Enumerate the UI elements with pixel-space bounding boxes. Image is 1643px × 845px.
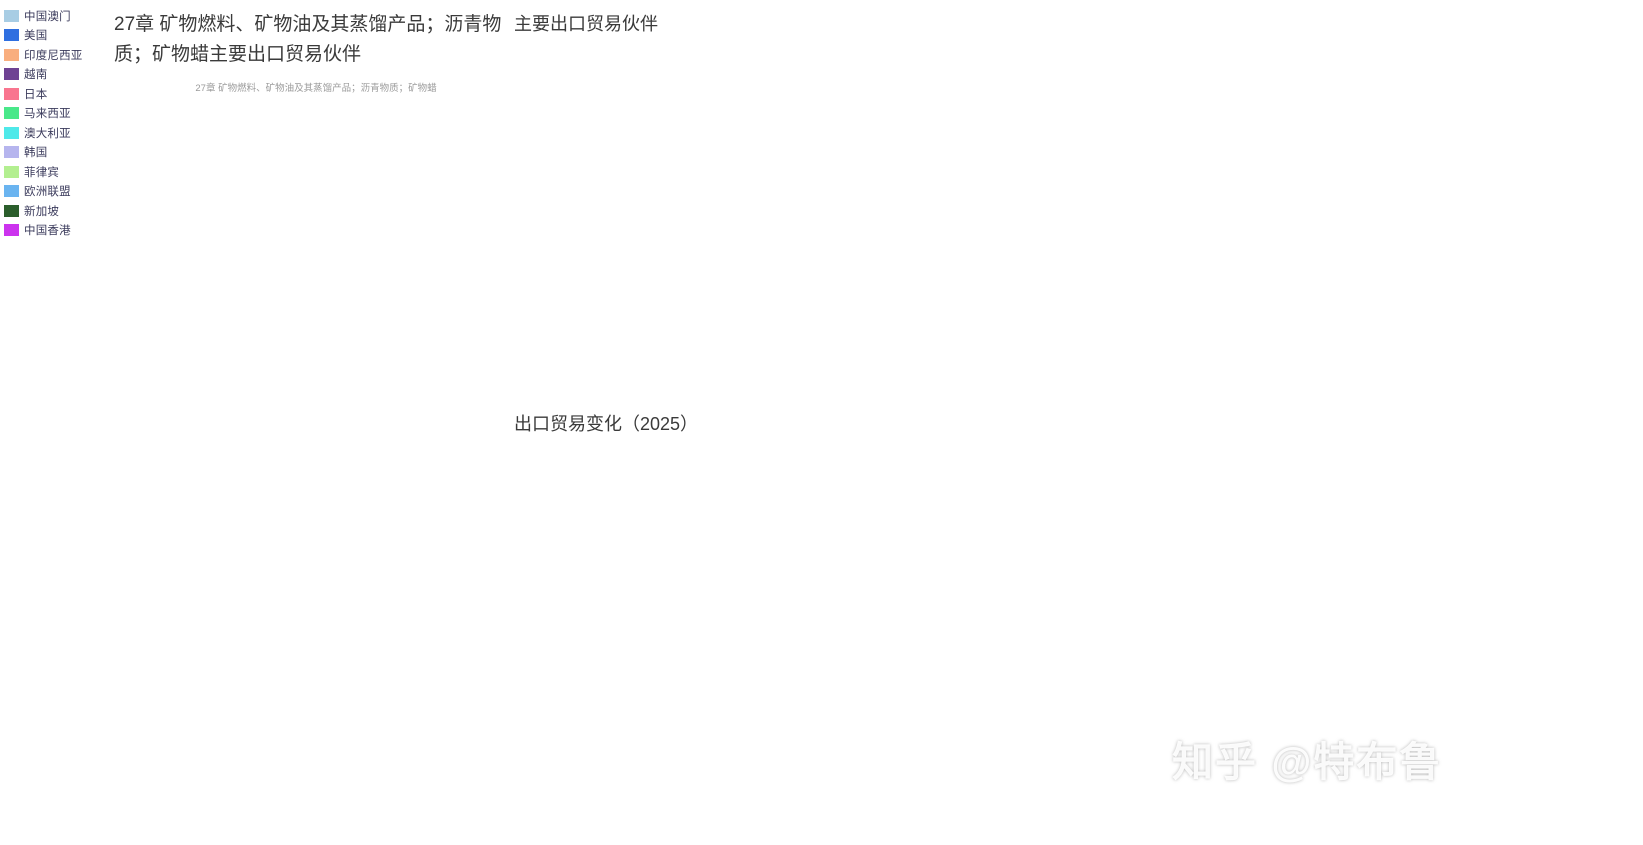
legend-item-2[interactable]: 印度尼西亚 bbox=[4, 45, 100, 65]
legend-swatch bbox=[4, 107, 19, 120]
legend-swatch bbox=[4, 87, 19, 100]
bottom-small-multiples bbox=[514, 444, 1639, 842]
legend-swatch bbox=[4, 146, 19, 159]
legend-item-label: 中国澳门 bbox=[24, 10, 71, 23]
legend-item-8[interactable]: 菲律宾 bbox=[4, 162, 100, 182]
legend-item-label: 澳大利亚 bbox=[24, 127, 71, 140]
legend-item-6[interactable]: 澳大利亚 bbox=[4, 123, 100, 143]
series-legend: 中国澳门美国印度尼西亚越南日本马来西亚澳大利亚韩国菲律宾欧洲联盟新加坡中国香港 bbox=[4, 6, 100, 240]
legend-item-label: 新加坡 bbox=[24, 205, 60, 218]
legend-item-9[interactable]: 欧洲联盟 bbox=[4, 182, 100, 202]
legend-swatch bbox=[4, 48, 19, 61]
legend-item-label: 日本 bbox=[24, 88, 48, 101]
legend-item-10[interactable]: 新加坡 bbox=[4, 201, 100, 221]
legend-item-4[interactable]: 日本 bbox=[4, 84, 100, 104]
legend-item-3[interactable]: 越南 bbox=[4, 65, 100, 85]
left-panel: 27章 矿物燃料、矿物油及其蒸馏产品；沥青物质；矿物蜡主要出口贸易伙伴 27章 … bbox=[104, 4, 504, 845]
bottom-panel-title: 出口贸易变化（2025） bbox=[514, 414, 699, 434]
legend-swatch bbox=[4, 126, 19, 139]
legend-swatch bbox=[4, 9, 19, 22]
legend-item-label: 菲律宾 bbox=[24, 166, 60, 179]
area-chart-subtitle: 27章 矿物燃料、矿物油及其蒸馏产品；沥青物质；矿物蜡 bbox=[195, 83, 437, 94]
legend-item-1[interactable]: 美国 bbox=[4, 26, 100, 46]
legend-item-label: 越南 bbox=[24, 69, 48, 82]
legend-swatch bbox=[4, 165, 19, 178]
legend-swatch bbox=[4, 204, 19, 217]
page-title: 27章 矿物燃料、矿物油及其蒸馏产品；沥青物质；矿物蜡主要出口贸易伙伴 bbox=[114, 14, 502, 65]
legend-item-label: 美国 bbox=[24, 30, 48, 43]
top-panel-title: 主要出口贸易伙伴 bbox=[514, 14, 658, 34]
legend-swatch bbox=[4, 185, 19, 198]
legend-swatch bbox=[4, 224, 19, 237]
legend-item-label: 中国香港 bbox=[24, 225, 71, 238]
legend-item-label: 欧洲联盟 bbox=[24, 186, 71, 199]
legend-item-label: 韩国 bbox=[24, 147, 48, 160]
legend-swatch bbox=[4, 29, 19, 42]
legend-item-0[interactable]: 中国澳门 bbox=[4, 6, 100, 26]
legend-item-label: 印度尼西亚 bbox=[24, 49, 83, 62]
legend-swatch bbox=[4, 68, 19, 81]
legend-item-label: 马来西亚 bbox=[24, 108, 71, 121]
stacked-area-chart: 27章 矿物燃料、矿物油及其蒸馏产品；沥青物质；矿物蜡 bbox=[104, 78, 504, 843]
legend-item-11[interactable]: 中国香港 bbox=[4, 221, 100, 241]
legend-item-7[interactable]: 韩国 bbox=[4, 143, 100, 163]
legend-item-5[interactable]: 马来西亚 bbox=[4, 104, 100, 124]
top-small-multiples bbox=[514, 44, 1639, 406]
